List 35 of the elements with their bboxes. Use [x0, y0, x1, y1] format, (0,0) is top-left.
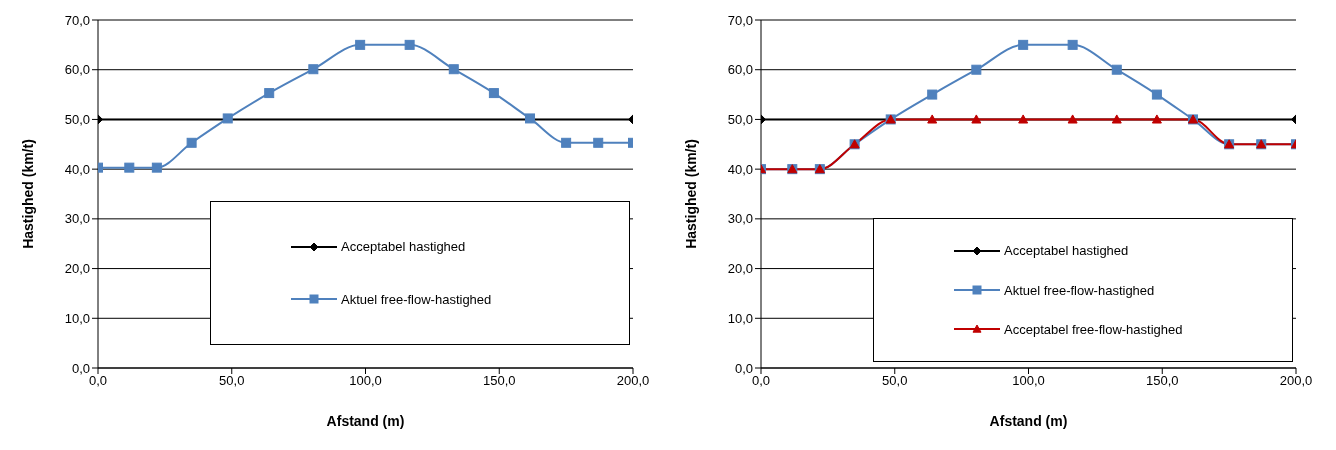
x-tick-label: 100,0 — [1012, 373, 1045, 389]
y-tick-label: 70,0 — [64, 12, 90, 28]
y-tick-label: 20,0 — [727, 261, 753, 277]
y-tick-label: 0,0 — [734, 360, 753, 376]
y-tick-label: 10,0 — [727, 310, 753, 326]
y-tick-label: 30,0 — [64, 211, 90, 227]
y-tick-label: 30,0 — [727, 211, 753, 227]
y-tick-label: 20,0 — [64, 261, 90, 277]
y-tick-label: 60,0 — [727, 62, 753, 78]
y-tick-label: 50,0 — [727, 112, 753, 128]
legend-label: Aktuel free-flow-hastighed — [1004, 282, 1155, 298]
y-tick-label: 70,0 — [727, 12, 753, 28]
x-tick-label: 0,0 — [88, 373, 108, 389]
x-tick-label: 50,0 — [219, 373, 245, 389]
y-tick-label: 40,0 — [64, 161, 90, 177]
x-tick-label: 100,0 — [349, 373, 382, 389]
x-tick-label: 200,0 — [1279, 373, 1313, 389]
legend-label: Acceptabel hastighed — [1004, 243, 1129, 259]
legend-label: Acceptabel hastighed — [341, 239, 466, 255]
x-tick-label: 0,0 — [751, 373, 771, 389]
x-tick-label: 150,0 — [1145, 373, 1179, 389]
x-axis-title: Afstand (m) — [989, 413, 1068, 429]
y-tick-label: 10,0 — [64, 310, 90, 326]
legend-label: Aktuel free-flow-hastighed — [341, 291, 492, 307]
y-tick-label: 40,0 — [727, 161, 753, 177]
y-axis-title: Hastighed (km/t) — [682, 139, 699, 249]
x-tick-label: 50,0 — [882, 373, 908, 389]
y-axis-title: Hastighed (km/t) — [19, 139, 36, 249]
x-tick-label: 200,0 — [616, 373, 650, 389]
y-tick-label: 50,0 — [64, 112, 90, 128]
legend-label: Acceptabel free-flow-hastighed — [1004, 321, 1183, 337]
y-tick-label: 60,0 — [64, 62, 90, 78]
y-tick-label: 0,0 — [71, 360, 90, 376]
x-axis-title: Afstand (m) — [326, 413, 405, 429]
x-tick-label: 150,0 — [482, 373, 516, 389]
